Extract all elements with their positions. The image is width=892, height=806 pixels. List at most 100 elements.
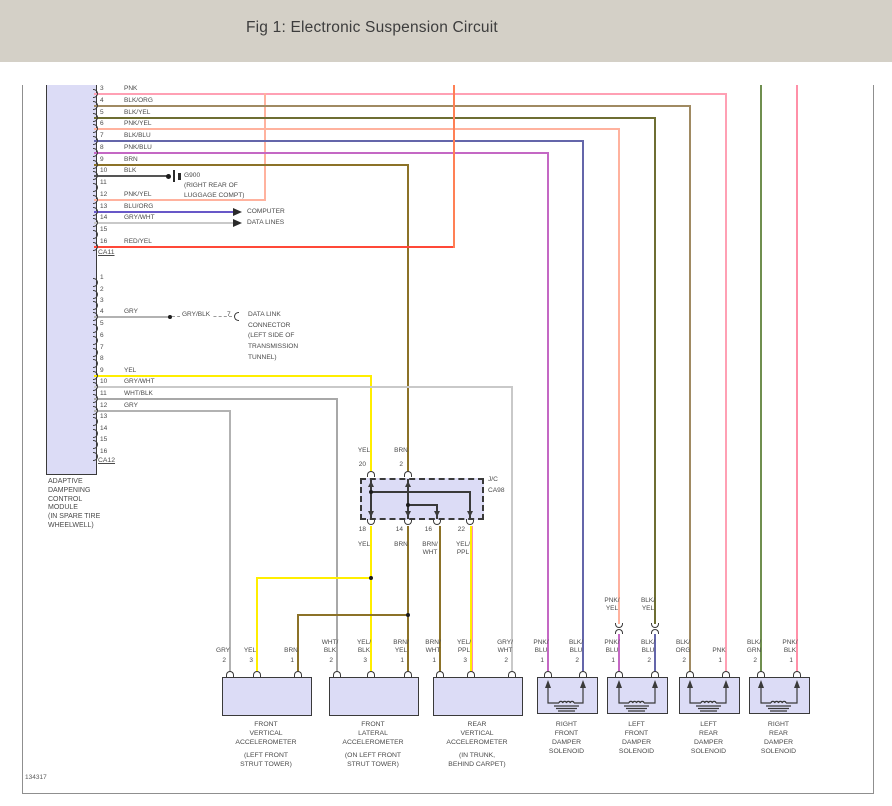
left-front-damper-solenoid-label: LEFT (628, 721, 645, 728)
pin-number-CA12: 5 (100, 320, 104, 327)
wire-label: BLK (357, 647, 371, 654)
junction-arrow-down-icon (404, 511, 411, 517)
pin-number-CA12: 14 (100, 425, 108, 432)
module-label: CONTROL (48, 495, 83, 503)
pin-number-CA12: 4 (100, 308, 104, 315)
inline-connector-icon (651, 629, 659, 634)
wire-label: BLK/ (568, 639, 584, 646)
wire-GRY-WHT (94, 222, 234, 224)
junction-pin-number: 2 (399, 461, 403, 468)
figure-title: Fig 1: Electronic Suspension Circuit (246, 19, 498, 36)
component-pin-socket-icon (226, 671, 234, 677)
component-pin-socket-icon (367, 671, 375, 677)
wire-BLK (94, 175, 168, 177)
wire-BLK-YEL (94, 117, 656, 119)
wire-BLK-BLU (654, 634, 656, 672)
wire-YEL (370, 526, 372, 672)
wire-label: BRN (124, 156, 138, 163)
pin-number-CA11: 11 (100, 179, 107, 186)
pin-number-CA12: 11 (100, 390, 107, 397)
wire-label: GRY/WHT (124, 378, 155, 385)
diagram-frame (22, 85, 874, 794)
wire-PNK-BLU (94, 152, 549, 154)
computer-data-lines-label: DATA LINES (247, 219, 285, 226)
pin-number-CA12: 7 (100, 344, 104, 351)
wire-BLK-YEL (654, 117, 656, 624)
component-pin-socket-icon (333, 671, 341, 677)
wire-label: PNK (712, 647, 726, 654)
pin-socket-icon (93, 312, 98, 321)
left-rear-damper-solenoid-label: DAMPER (693, 739, 724, 746)
splice-dot-icon (168, 315, 172, 319)
right-front-damper-solenoid-label: DAMPER (551, 739, 582, 746)
front-lateral-accelerometer-pin-number: 2 (329, 657, 333, 664)
right-rear-damper-solenoid-label: REAR (769, 730, 788, 737)
junction-arrow-down-icon (367, 511, 374, 517)
left-front-damper-solenoid-box (607, 677, 668, 714)
pin-number-CA12: 6 (100, 332, 104, 339)
wire-label: BLK/YEL (124, 109, 151, 116)
splice-dot-icon (369, 576, 373, 580)
wire-PNK-YEL (618, 128, 620, 624)
wire-label: GRY/ (497, 639, 513, 646)
junction-wire-label: BRN (394, 541, 408, 548)
pin-number-CA12: 16 (100, 448, 108, 455)
component-pin-socket-icon (793, 671, 801, 677)
pin-socket-icon (93, 406, 98, 415)
wire-label: BLK/BLU (124, 132, 151, 139)
wire-BLK-BLU (94, 140, 584, 142)
rear-vertical-accelerometer-pin-number: 3 (463, 657, 467, 664)
pin-socket-icon (93, 160, 98, 169)
wire-WHT-BLK (336, 398, 338, 672)
pin-number-CA11: 6 (100, 120, 104, 127)
pin-socket-icon (93, 359, 98, 368)
wire-label: PNK/YEL (124, 191, 152, 198)
wire-label: PPL (457, 647, 471, 654)
right-front-damper-solenoid-pin-number: 1 (540, 657, 544, 664)
pin-number-CA11: 9 (100, 156, 104, 163)
left-front-damper-solenoid-label: DAMPER (621, 739, 652, 746)
junction-wire-label: BRN/ (422, 541, 438, 548)
pin-socket-icon (93, 113, 98, 122)
junction-id-label: CA98 (488, 487, 505, 494)
junction-arrow-up-icon (367, 481, 374, 487)
component-pin-socket-icon (722, 671, 730, 677)
rear-vertical-accelerometer-pin-number: 1 (432, 657, 436, 664)
pin-socket-icon (93, 290, 98, 299)
junction-bus-wire (407, 504, 438, 506)
pin-number-CA11: 14 (100, 214, 108, 221)
right-rear-damper-solenoid-coil-symbol (749, 677, 808, 712)
front-vertical-accelerometer-label: FRONT (254, 721, 278, 728)
wire-BRN (297, 614, 299, 672)
right-front-damper-solenoid-label: FRONT (554, 730, 579, 737)
junction-pin-number: 20 (358, 461, 366, 468)
junction-wire-label: YEL (357, 541, 371, 548)
right-rear-damper-solenoid-label: DAMPER (763, 739, 794, 746)
junction-pin-socket-icon (367, 519, 375, 525)
wire-label: BLK (124, 167, 137, 174)
wire-label: BLK/ORG (124, 97, 153, 104)
junction-pin-socket-icon (404, 471, 412, 477)
pin-number-CA12: 1 (100, 274, 104, 281)
front-vertical-accelerometer-location-label: STRUT TOWER) (240, 761, 292, 768)
pin-socket-icon (93, 242, 98, 251)
pin-socket-icon (93, 171, 98, 180)
dlc-label: TUNNEL) (248, 353, 277, 361)
front-lateral-accelerometer-box (329, 677, 419, 716)
wire-BLU-ORG (94, 211, 234, 213)
ground-dot-icon (166, 173, 171, 179)
wire-label: BLK (323, 647, 337, 654)
wire-label: PNK/BLU (124, 144, 152, 151)
rear-vertical-accelerometer-location-label: BEHIND CARPET) (448, 761, 506, 768)
pin-socket-icon (93, 218, 98, 227)
dlc-pin-number: 7 (227, 311, 231, 318)
right-rear-damper-solenoid-pin-number: 2 (753, 657, 757, 664)
left-rear-damper-solenoid-label: REAR (699, 730, 718, 737)
wire-PNK-YEL (94, 128, 620, 130)
junction-box (360, 478, 484, 520)
wire-BLK-GRN (760, 85, 762, 672)
wire-label: BRN/ (393, 639, 409, 646)
wire-YEL (256, 577, 372, 579)
front-vertical-accelerometer-label: VERTICAL (249, 730, 283, 737)
front-vertical-accelerometer-pin-number: 1 (290, 657, 294, 664)
